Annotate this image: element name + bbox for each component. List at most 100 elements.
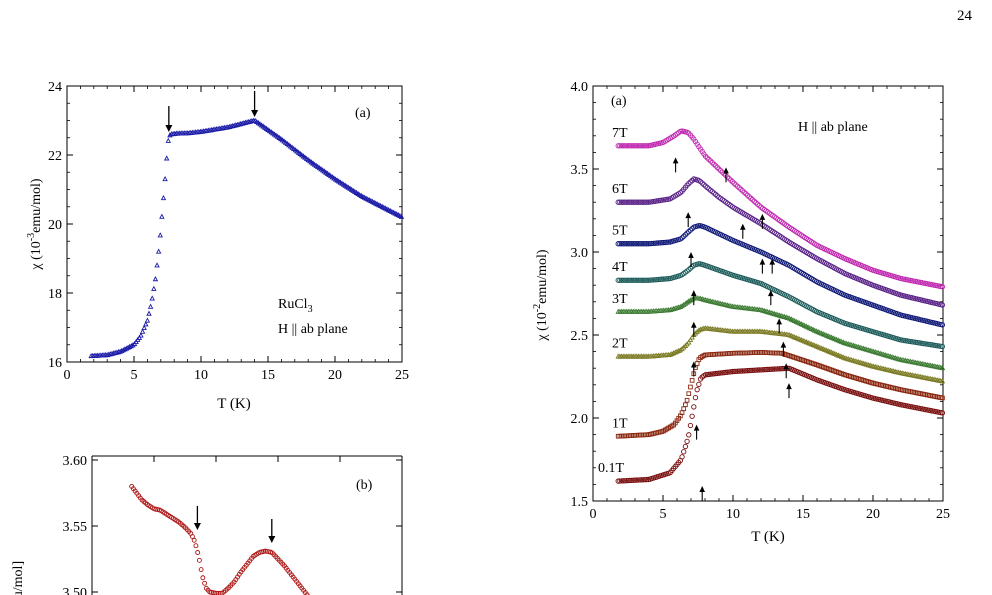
transition-arrow <box>672 157 679 173</box>
page-number: 24 <box>957 8 972 24</box>
data-point <box>615 478 621 484</box>
data-point <box>154 262 160 268</box>
data-point <box>640 277 647 283</box>
data-point <box>657 276 663 282</box>
y-tick-label: 3.60 <box>63 454 88 469</box>
data-point <box>689 334 695 340</box>
data-point <box>744 368 751 374</box>
arrow-head <box>691 290 697 297</box>
data-point <box>634 241 640 247</box>
data-point <box>756 367 762 373</box>
series-label: 2T <box>612 337 628 352</box>
data-point <box>664 239 670 245</box>
y-tick-label: 2.0 <box>571 412 589 427</box>
data-point <box>696 381 702 388</box>
data-point <box>635 241 642 247</box>
x-tick-label: 10 <box>194 368 208 383</box>
data-point <box>704 155 710 161</box>
data-point <box>152 276 159 282</box>
data-point <box>202 580 208 586</box>
data-point <box>763 366 769 373</box>
y-tick-label: 3.55 <box>63 520 88 535</box>
data-point <box>639 477 645 483</box>
data-point <box>622 143 628 149</box>
data-point <box>726 175 732 182</box>
data-point <box>688 384 693 390</box>
data-point <box>748 367 754 374</box>
x-tick-label: 15 <box>261 368 275 383</box>
data-point <box>684 438 690 445</box>
data-point <box>670 350 677 356</box>
arrow-head <box>672 157 679 164</box>
data-point <box>644 241 650 247</box>
data-point <box>159 213 165 219</box>
data-point <box>623 277 630 283</box>
data-point <box>618 478 625 484</box>
y-tick-label: 20 <box>48 218 62 233</box>
transition-arrow <box>165 106 173 132</box>
data-point <box>644 476 650 483</box>
data-point <box>667 351 674 357</box>
data-point <box>637 277 643 283</box>
data-point <box>667 306 674 313</box>
data-point <box>165 137 172 143</box>
data-point <box>728 177 734 183</box>
series-label: 6T <box>612 182 628 197</box>
chart-susceptibility-fields: 0 5 10 15 20 25 1.5 2.0 2.5 3.0 3.5 4.0 0.1T 1T 2T 3T 4T… <box>532 80 950 545</box>
data-point <box>687 336 694 342</box>
data-point <box>753 367 759 373</box>
data-point <box>771 366 778 372</box>
data-point <box>662 276 668 282</box>
data-point <box>634 477 640 483</box>
data-point <box>640 241 647 247</box>
data-point <box>627 241 633 247</box>
data-point <box>635 277 642 283</box>
x-axis-label: T (K) <box>217 396 250 412</box>
data-point <box>655 276 662 283</box>
data-point <box>149 295 155 301</box>
series-label: 4T <box>612 260 628 275</box>
data-point <box>632 199 638 205</box>
data-point <box>741 368 747 374</box>
data-point <box>939 322 946 328</box>
y-tick-label: 2.5 <box>571 329 589 344</box>
data-point <box>622 199 628 205</box>
data-point <box>617 199 623 205</box>
data-point <box>729 368 736 375</box>
data-point <box>640 477 647 483</box>
data-point <box>620 143 626 149</box>
data-point <box>768 366 774 372</box>
data-point <box>635 477 642 483</box>
data-point <box>679 235 685 241</box>
data-point <box>639 241 645 247</box>
series-label: 5T <box>612 224 628 239</box>
series-7t: 7T <box>612 126 946 290</box>
data-point <box>618 241 625 247</box>
data-point <box>679 303 685 309</box>
data-point <box>620 277 626 283</box>
data-point <box>620 478 626 484</box>
x-axis-label: T (K) <box>751 529 784 545</box>
data-point <box>677 347 684 353</box>
data-point <box>630 477 636 483</box>
data-point <box>706 156 712 163</box>
data-point <box>675 304 682 310</box>
data-point <box>686 391 692 396</box>
data-point <box>196 557 202 563</box>
data-point <box>623 241 630 247</box>
transition-arrow <box>759 213 766 229</box>
data-point <box>642 476 648 483</box>
data-point <box>760 367 766 373</box>
data-point <box>162 175 168 182</box>
annotation-compound: RuCl3 <box>278 297 313 315</box>
data-point <box>628 477 635 484</box>
data-point <box>939 302 946 308</box>
data-point <box>681 233 687 239</box>
data-point <box>627 277 633 283</box>
data-point <box>657 240 663 246</box>
data-point <box>195 550 201 555</box>
data-point <box>640 199 647 205</box>
arrow-head <box>759 213 766 220</box>
arrow-head <box>786 383 792 390</box>
data-point <box>743 368 749 374</box>
